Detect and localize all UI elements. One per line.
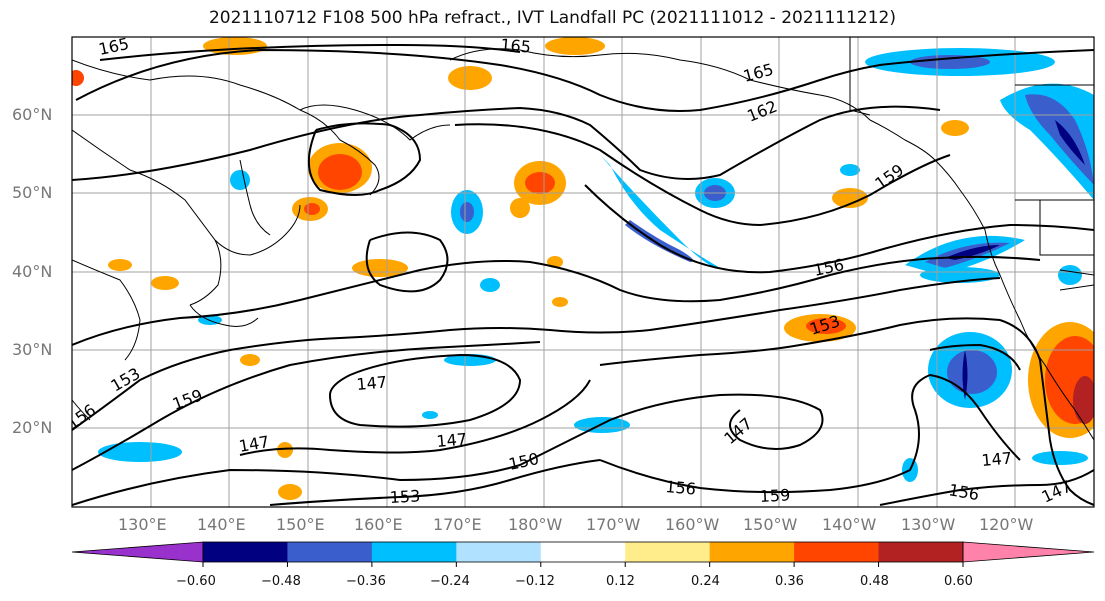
colorbar-tick-label: −0.60	[176, 574, 216, 589]
contour-label: 165	[97, 34, 131, 59]
lon-tick-label: 130°W	[901, 515, 956, 534]
colorbar	[71, 541, 1095, 567]
graticule	[72, 37, 1094, 507]
lon-tick-label: 170°E	[433, 515, 482, 534]
lat-tick-label: 50°N	[12, 183, 53, 202]
colorbar-tick-label: −0.24	[430, 574, 470, 589]
colorbar-tick-label: 0.60	[944, 574, 973, 589]
colorbar-segment	[371, 542, 457, 562]
contour-label: 147	[981, 448, 1013, 470]
colorbar-segment	[287, 542, 373, 562]
lon-tick-label: 160°E	[354, 515, 403, 534]
lon-tick-label: 140°W	[822, 515, 877, 534]
contour-label: 165	[500, 35, 532, 57]
colorbar-tick-label: 0.36	[775, 574, 804, 589]
lon-tick-label: 120°W	[979, 515, 1034, 534]
colorbar-tick-label: −0.48	[261, 574, 301, 589]
colorbar-segment	[203, 542, 288, 562]
colorbar-extend-low	[71, 541, 204, 563]
contour-label: 147	[356, 372, 388, 394]
contour-label: 156	[665, 477, 697, 499]
lat-tick-label: 60°N	[12, 105, 53, 124]
colorbar-segment	[794, 542, 880, 562]
map-title: 2021110712 F108 500 hPa refract., IVT La…	[208, 8, 896, 28]
lon-tick-label: 170°W	[586, 515, 641, 534]
colorbar-tick-label: −0.12	[515, 574, 555, 589]
colorbar-segment	[709, 542, 795, 562]
lon-tick-label: 150°E	[276, 515, 325, 534]
colorbar-tick-label: −0.36	[346, 574, 386, 589]
contour-label: 153	[389, 486, 420, 507]
colorbar-tick-label: 0.12	[606, 574, 635, 589]
negative-shading	[98, 48, 1094, 482]
colorbar-segment	[456, 542, 542, 562]
height-contours	[72, 43, 1094, 506]
colorbar-tick-label: 0.48	[860, 574, 889, 589]
colorbar-tick-label: 0.24	[691, 574, 720, 589]
map-frame	[71, 36, 1095, 508]
lat-tick-label: 30°N	[12, 340, 53, 359]
colorbar-segment	[540, 542, 626, 562]
contour-label: 147	[436, 429, 468, 451]
lat-tick-label: 20°N	[12, 418, 53, 437]
colorbar-extend-high	[962, 541, 1095, 563]
lon-tick-label: 180°W	[508, 515, 563, 534]
lon-tick-label: 150°W	[743, 515, 798, 534]
lat-tick-label: 40°N	[12, 262, 53, 281]
lon-tick-label: 130°E	[118, 515, 167, 534]
contour-label: 159	[759, 485, 790, 506]
colorbar-segment	[878, 542, 964, 562]
lon-tick-label: 160°W	[665, 515, 720, 534]
colorbar-segment	[625, 542, 711, 562]
lon-tick-label: 140°E	[197, 515, 246, 534]
